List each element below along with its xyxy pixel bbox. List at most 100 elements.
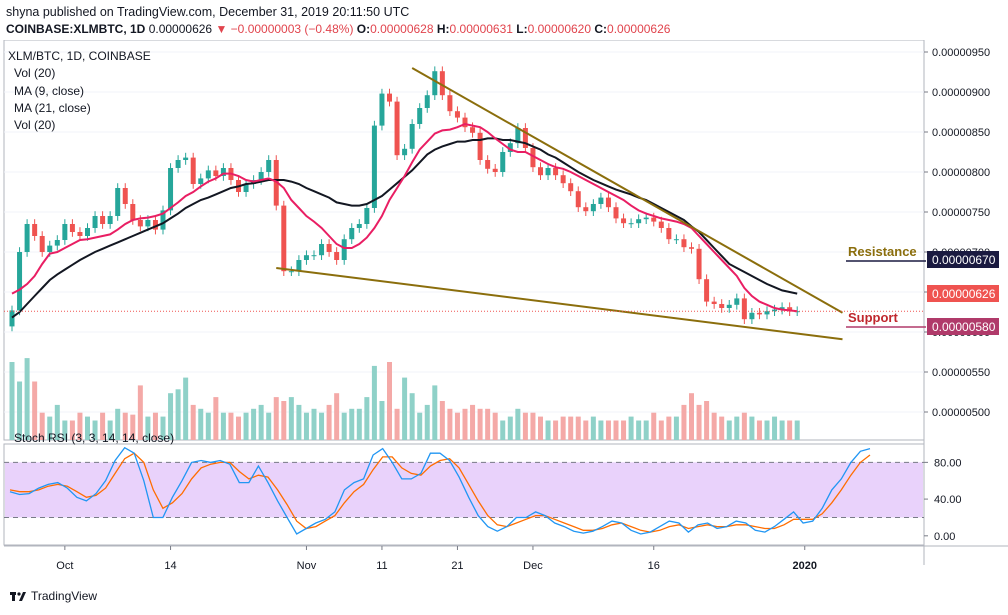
volume-bar [160, 416, 166, 440]
chart-header: shyna published on TradingView.com, Dece… [0, 0, 1008, 40]
candle-body [122, 188, 128, 204]
volume-bar [326, 404, 332, 440]
candle-body [168, 168, 174, 211]
candle-body [47, 245, 53, 252]
candle-body [787, 307, 793, 312]
volume-bar [756, 420, 762, 440]
candle-body [326, 244, 332, 252]
candle-body [371, 125, 377, 208]
candle-body [311, 255, 317, 257]
resistance-price-tag [927, 251, 999, 268]
volume-bar [681, 404, 687, 440]
volume-bar [734, 416, 740, 440]
candle-body [507, 143, 513, 152]
candle-body [794, 311, 800, 313]
volume-bar [704, 401, 710, 440]
time-tick-label: 21 [451, 560, 463, 572]
volume-bar [636, 420, 642, 440]
candle-body [220, 168, 226, 176]
candle-body [183, 157, 189, 160]
candle-body [205, 170, 211, 179]
volume-bar [417, 412, 423, 440]
volume-bar [107, 420, 113, 440]
ma9-line [11, 122, 798, 313]
candle-body [145, 220, 151, 227]
brand-name[interactable]: TradingView [31, 589, 98, 603]
volume-bar [794, 420, 800, 440]
candle-body [696, 248, 702, 280]
support-price-text: 0.00000580 [932, 320, 996, 334]
volume-bar [47, 416, 53, 440]
volume-bar [220, 412, 226, 440]
support-label: Support [848, 310, 898, 325]
candle-body [243, 184, 249, 192]
candle-body [515, 128, 521, 144]
candle-body [741, 298, 747, 320]
candle-body [266, 160, 272, 172]
candle-body [9, 310, 15, 327]
volume-bar [711, 412, 717, 440]
volume-bar [583, 420, 589, 440]
candle-body [69, 224, 75, 232]
candle-body [658, 221, 664, 228]
volume-bar [621, 420, 627, 440]
symbol-label: COINBASE:XLMBTC, 1D [6, 22, 146, 36]
resistance-price-text: 0.00000670 [932, 253, 996, 267]
volume-bar [334, 393, 340, 440]
candle-body [32, 224, 38, 236]
legend-main: XLM/BTC, 1D, COINBASE [8, 49, 151, 63]
volume-bar [24, 358, 30, 440]
candle-body [281, 205, 287, 272]
volume-bar [54, 404, 60, 440]
volume-bar [560, 416, 566, 440]
support-price-tag [927, 318, 999, 335]
volume-bar [296, 404, 302, 440]
chart-canvas[interactable]: 0.000005000.000005500.000006000.00000650… [0, 40, 1008, 585]
volume-bar [613, 420, 619, 440]
candle-body [454, 111, 460, 118]
time-tick-label: Nov [297, 560, 317, 572]
volume-bar [719, 416, 725, 440]
volume-bar [168, 393, 174, 440]
time-tick-label: 2020 [793, 560, 817, 572]
candle-body [530, 148, 536, 168]
volume-bar [85, 416, 90, 440]
resistance-trendline [411, 67, 843, 314]
volume-bar [198, 408, 204, 440]
candle-body [198, 178, 204, 184]
volume-bar [319, 412, 325, 440]
candle-body [719, 304, 725, 308]
volume-bar [545, 420, 551, 440]
candle-body [477, 132, 483, 160]
volume-bar [115, 408, 121, 440]
price-tick-label: 0.00000950 [932, 47, 990, 59]
volume-bar [100, 412, 106, 440]
volume-bar [288, 397, 294, 440]
candle-body [402, 148, 408, 156]
candle-body [137, 220, 143, 227]
volume-bar [387, 362, 392, 440]
volume-bar [538, 416, 543, 440]
candle-body [160, 210, 166, 230]
candle-body [213, 170, 219, 176]
support-trendline [276, 267, 843, 341]
candle-body [424, 95, 430, 108]
candle-body [689, 247, 694, 249]
candle-body [734, 298, 740, 305]
volume-bar [364, 397, 370, 440]
volume-bar [145, 416, 151, 440]
volume-bar [303, 412, 309, 440]
volume-bar [356, 408, 362, 440]
volume-bar [772, 416, 778, 440]
candle-body [417, 108, 423, 124]
volume-bar [575, 416, 581, 440]
volume-bar [409, 393, 415, 440]
volume-bar [122, 412, 128, 440]
candle-body [522, 128, 528, 148]
ohlc-line: COINBASE:XLMBTC, 1D 0.00000626 ▼ −0.0000… [6, 22, 670, 36]
candle-body [349, 228, 355, 240]
price-tick-label: 0.00000550 [932, 367, 990, 379]
volume-bar [779, 420, 785, 440]
volume-bar [39, 412, 45, 440]
candle-body [447, 95, 453, 112]
